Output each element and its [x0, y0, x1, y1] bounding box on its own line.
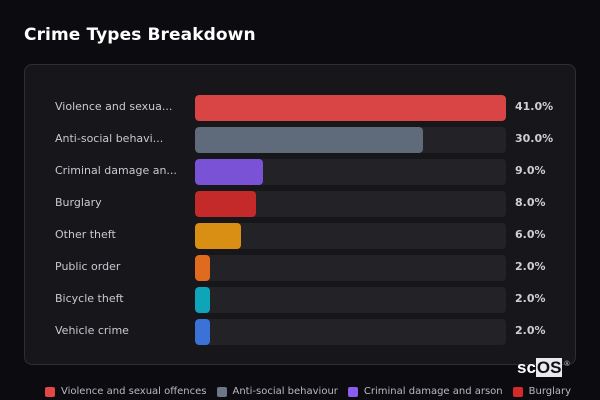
bar-row: Vehicle crime 2.0%	[25, 319, 577, 345]
bar-row: Violence and sexua... 41.0%	[25, 95, 577, 121]
bar-value-label: 41.0%	[515, 100, 554, 113]
bar-track	[195, 159, 506, 185]
bar-fill[interactable]	[195, 319, 210, 345]
bar-label: Violence and sexua...	[55, 100, 173, 113]
bar-label: Public order	[55, 260, 121, 273]
bar-label: Other theft	[55, 228, 116, 241]
brand-logo: scOS ®	[517, 358, 569, 377]
bar-fill[interactable]	[195, 191, 256, 217]
legend-label: Anti-social behaviour	[232, 386, 338, 397]
bar-value-label: 8.0%	[515, 196, 546, 209]
legend-swatch-icon	[45, 386, 55, 397]
bar-value-label: 2.0%	[515, 260, 546, 273]
bar-track	[195, 223, 506, 249]
bar-value-label: 2.0%	[515, 324, 546, 337]
brand-sc: sc	[517, 358, 536, 377]
bar-value-label: 30.0%	[515, 132, 554, 145]
bar-fill[interactable]	[195, 287, 210, 313]
bar-label: Criminal damage an...	[55, 164, 177, 177]
legend-label: Violence and sexual offences	[61, 386, 207, 397]
registered-mark-icon: ®	[564, 361, 570, 368]
bar-track	[195, 255, 506, 281]
bar-label: Burglary	[55, 196, 102, 209]
bar-track	[195, 287, 506, 313]
legend-swatch-icon	[216, 386, 227, 397]
bar-track	[195, 127, 506, 153]
bar-row: Criminal damage an... 9.0%	[25, 159, 577, 185]
legend-swatch-icon	[512, 386, 523, 397]
bar-row: Anti-social behavi... 30.0%	[25, 127, 577, 153]
bar-fill[interactable]	[195, 95, 506, 121]
bar-fill[interactable]	[195, 255, 210, 281]
bar-fill[interactable]	[195, 223, 241, 249]
bar-track	[195, 95, 506, 121]
bar-row: Public order 2.0%	[25, 255, 577, 281]
legend-item[interactable]: Violence and sexual offences	[45, 386, 207, 397]
bar-row: Bicycle theft 2.0%	[25, 287, 577, 313]
bar-fill[interactable]	[195, 159, 263, 185]
bar-label: Anti-social behavi...	[55, 132, 164, 145]
legend-label: Burglary	[528, 386, 572, 397]
bar-value-label: 6.0%	[515, 228, 546, 241]
bar-label: Bicycle theft	[55, 292, 124, 305]
bar-track	[195, 191, 506, 217]
bar-row: Other theft 6.0%	[25, 223, 577, 249]
brand-os: OS	[535, 358, 563, 377]
bar-row: Burglary 8.0%	[25, 191, 577, 217]
legend-item[interactable]: Burglary	[512, 386, 572, 397]
bar-fill[interactable]	[195, 127, 423, 153]
chart-legend: Violence and sexual offences Anti-social …	[45, 386, 581, 397]
legend-item[interactable]: Criminal damage and arson	[347, 386, 503, 397]
legend-swatch-icon	[347, 386, 358, 397]
bar-value-label: 9.0%	[515, 164, 546, 177]
chart-title: Crime Types Breakdown	[24, 25, 256, 45]
legend-item[interactable]: Anti-social behaviour	[216, 386, 338, 397]
chart-panel: Violence and sexua... 41.0% Anti-social be…	[24, 64, 576, 365]
bar-value-label: 2.0%	[515, 292, 546, 305]
legend-label: Criminal damage and arson	[363, 386, 503, 397]
bar-track	[195, 319, 506, 345]
bar-label: Vehicle crime	[55, 324, 129, 337]
